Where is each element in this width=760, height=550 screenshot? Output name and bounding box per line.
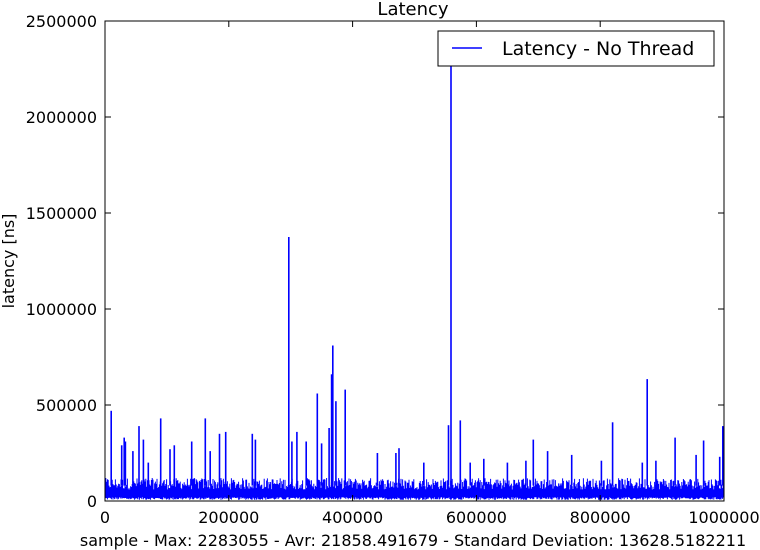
plot-frame (104, 20, 725, 502)
y-tick-label: 1500000 (26, 204, 97, 223)
legend-box (437, 30, 715, 67)
plot-area (104, 62, 724, 500)
y-tick-label: 2500000 (26, 12, 97, 31)
ticks: 0 200000 400000 600000 800000 1000000 0 500000 1… (26, 12, 760, 527)
y-tick-label: 1000000 (26, 300, 97, 319)
y-tick-label: 0 (87, 492, 97, 511)
x-tick-label: 800000 (570, 508, 631, 527)
x-tick-label: 400000 (322, 508, 383, 527)
legend: Latency - No Thread (437, 30, 715, 67)
series-noise-band (104, 478, 724, 500)
axes (104, 20, 725, 502)
x-tick-label: 1000000 (688, 508, 759, 527)
legend-entry-latency: Latency - No Thread (502, 38, 694, 60)
x-tick-label: 200000 (198, 508, 259, 527)
y-axis-label: latency [ns] (0, 214, 18, 309)
y-tick-label: 2000000 (26, 108, 97, 127)
y-tick-label: 500000 (36, 396, 97, 415)
x-axis-label: sample - Max: 2283055 - Avr: 21858.49167… (80, 531, 746, 550)
chart-title: Latency (377, 0, 448, 20)
x-tick-label: 600000 (446, 508, 507, 527)
x-tick-label: 0 (100, 508, 110, 527)
